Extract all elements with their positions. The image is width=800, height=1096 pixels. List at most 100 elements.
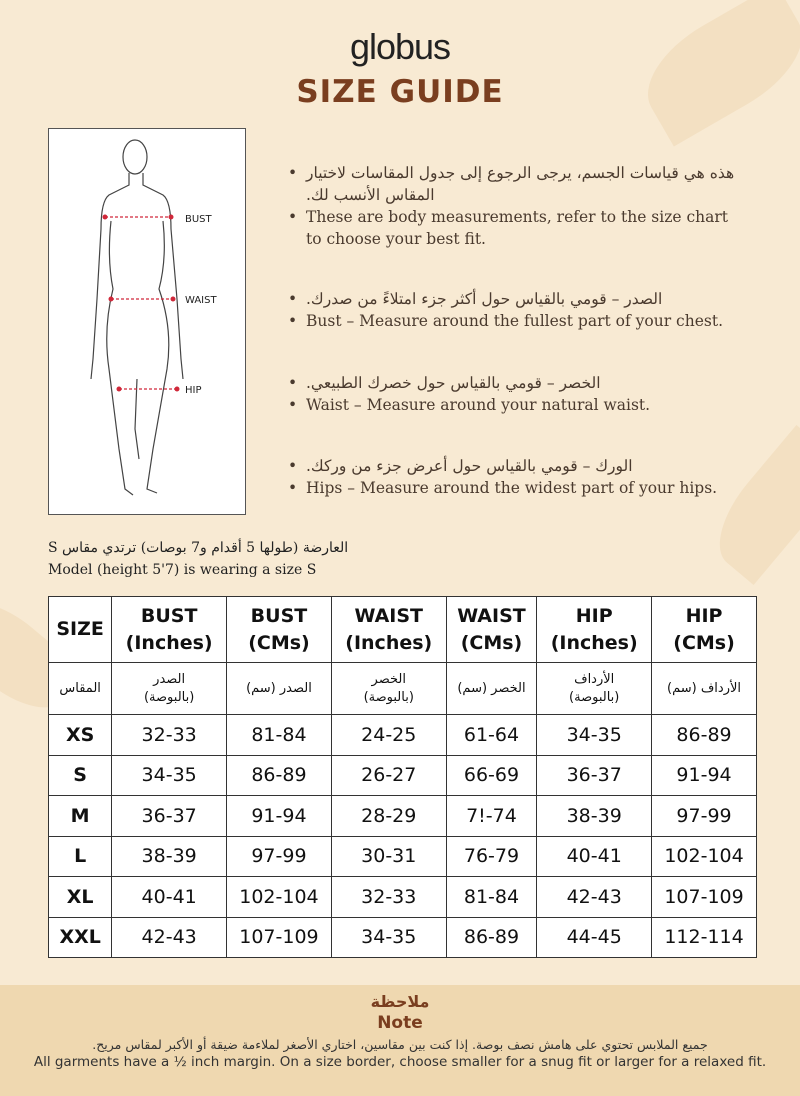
header-text: (Inches): [345, 631, 433, 654]
header-cell: الخصر (بالبوصة): [330, 662, 447, 715]
table-row: XXL 42-43 107-109 34-35 86-89 44-45 112-114: [47, 916, 757, 958]
value-cell: 34-35: [111, 754, 228, 796]
value-cell: 112-114: [651, 916, 757, 958]
value-cell: 91-94: [226, 795, 332, 837]
value-cell: 40-41: [111, 876, 228, 918]
size-cell: XL: [47, 876, 113, 918]
bullet-ar: هذه هي قياسات الجسم، يرجى الرجوع إلى جدو…: [306, 164, 735, 204]
value-cell: 30-31: [330, 835, 447, 877]
value-cell: 97-99: [226, 835, 332, 877]
header-text: (CMs): [673, 631, 735, 654]
value-cell: 91-94: [651, 754, 757, 796]
value-cell: 86-89: [445, 916, 538, 958]
header-cell: HIP (CMs): [651, 596, 757, 663]
header-cell: BUST (CMs): [226, 596, 332, 663]
size-cell: XXL: [47, 916, 113, 958]
size-table: SIZE BUST (Inches) BUST (CMs) WAIST (Inches) WA…: [47, 596, 757, 958]
size-cell: L: [47, 835, 113, 877]
header-cell: الخصر (سم): [445, 662, 538, 715]
header-cell: الصدر (سم): [226, 662, 332, 715]
header-cell: HIP (Inches): [536, 596, 653, 663]
value-cell: 28-29: [330, 795, 447, 837]
bullet-group: • الورك – قومي بالقياس حول أعرض جزء من ور…: [288, 457, 718, 497]
header-cell: WAIST (CMs): [445, 596, 538, 663]
value-cell: 107-109: [651, 876, 757, 918]
header-cell: SIZE: [47, 596, 113, 663]
model-info-en: Model (height 5'7) is wearing a size S: [48, 562, 317, 578]
value-cell: 107-109: [226, 916, 332, 958]
header-text: الخصر: [371, 671, 406, 687]
value-cell: 32-33: [330, 876, 447, 918]
size-cell: XS: [47, 714, 113, 756]
bullet-group: • الخصر – قومي بالقياس حول خصرك الطبيعي. …: [288, 374, 651, 414]
header-text: SIZE: [56, 618, 104, 640]
size-cell: S: [47, 754, 113, 796]
header-text: الأرداف: [574, 671, 615, 687]
value-cell: 86-89: [226, 754, 332, 796]
bullet-en: Bust – Measure around the fullest part o…: [306, 312, 723, 330]
header-text: HIP: [575, 604, 613, 627]
header-cell: الصدر (بالبوصة): [111, 662, 228, 715]
header-text: (CMs): [248, 631, 310, 654]
value-cell: 34-35: [330, 916, 447, 958]
body-measurement-figure: BUST WAIST HIP: [48, 128, 246, 515]
bullet-en: Waist – Measure around your natural wais…: [306, 396, 651, 414]
value-cell: 102-104: [651, 835, 757, 877]
header-text: (Inches): [125, 631, 213, 654]
table-row: S 34-35 86-89 26-27 66-69 36-37 91-94: [47, 754, 757, 796]
header-text: الصدر (سم): [246, 680, 312, 696]
bullet-en: These are body measurements, refer to th…: [306, 208, 729, 248]
value-cell: 44-45: [536, 916, 653, 958]
value-cell: 36-37: [111, 795, 228, 837]
value-cell: 24-25: [330, 714, 447, 756]
size-cell: M: [47, 795, 113, 837]
header-cell: الأرداف (سم): [651, 662, 757, 715]
value-cell: 76-79: [445, 835, 538, 877]
header-text: (بالبوصة): [363, 689, 414, 705]
table-row: XL 40-41 102-104 32-33 81-84 42-43 107-109: [47, 876, 757, 918]
value-cell: 61-64: [445, 714, 538, 756]
header-cell: BUST (Inches): [111, 596, 228, 663]
header-text: (بالبوصة): [569, 689, 620, 705]
header-text: HIP: [685, 604, 723, 627]
header-cell: الأرداف (بالبوصة): [536, 662, 653, 715]
note-text: All garments have a ½ inch margin. On a …: [33, 1054, 767, 1070]
header-text: المقاس: [59, 680, 101, 696]
decorative-leaf: [699, 425, 800, 585]
value-cell: 42-43: [536, 876, 653, 918]
bust-label: BUST: [185, 214, 213, 225]
header-text: WAIST: [457, 604, 526, 627]
bullet-ar: الصدر – قومي بالقياس حول أكثر جزء امتلاء…: [306, 290, 663, 308]
header-row-ar: المقاس الصدر (بالبوصة) الصدر (سم) الخصر (بالب…: [47, 662, 757, 715]
value-cell: 40-41: [536, 835, 653, 877]
bullet-en: Hips – Measure around the widest part of…: [306, 479, 718, 497]
header-text: الصدر: [153, 671, 186, 687]
bullet-ar: الخصر – قومي بالقياس حول خصرك الطبيعي.: [306, 374, 601, 392]
value-cell: 66-69: [445, 754, 538, 796]
header-text: BUST: [250, 604, 308, 627]
note-section: ملاحظة Note جميع الملابس تحتوي على هامش …: [0, 985, 800, 1096]
header-cell: المقاس: [47, 662, 113, 715]
header-text: الأرداف (سم): [667, 680, 742, 696]
value-cell: 7!-74: [445, 795, 538, 837]
value-cell: 102-104: [226, 876, 332, 918]
model-info: العارضة (طولها 5 أقدام و7 بوصات) ترتدي م…: [48, 537, 348, 581]
header-row: SIZE BUST (Inches) BUST (CMs) WAIST (Inches) WA…: [47, 596, 757, 663]
header-cell: WAIST (Inches): [330, 596, 447, 663]
value-cell: 86-89: [651, 714, 757, 756]
waist-label: WAIST: [185, 295, 217, 306]
value-cell: 26-27: [330, 754, 447, 796]
value-cell: 32-33: [111, 714, 228, 756]
hip-label: HIP: [185, 385, 202, 396]
value-cell: 81-84: [226, 714, 332, 756]
value-cell: 42-43: [111, 916, 228, 958]
header-text: (Inches): [550, 631, 638, 654]
note-title-ar: ملاحظة: [370, 992, 430, 1011]
bullet-group: • هذه هي قياسات الجسم، يرجى الرجوع إلى جد…: [288, 162, 748, 250]
header-text: BUST: [140, 604, 198, 627]
model-info-ar: العارضة (طولها 5 أقدام و7 بوصات) ترتدي م…: [48, 540, 349, 556]
header-text: (بالبوصة): [143, 689, 195, 705]
value-cell: 34-35: [536, 714, 653, 756]
header-text: الخصر (سم): [457, 680, 526, 696]
value-cell: 36-37: [536, 754, 653, 796]
